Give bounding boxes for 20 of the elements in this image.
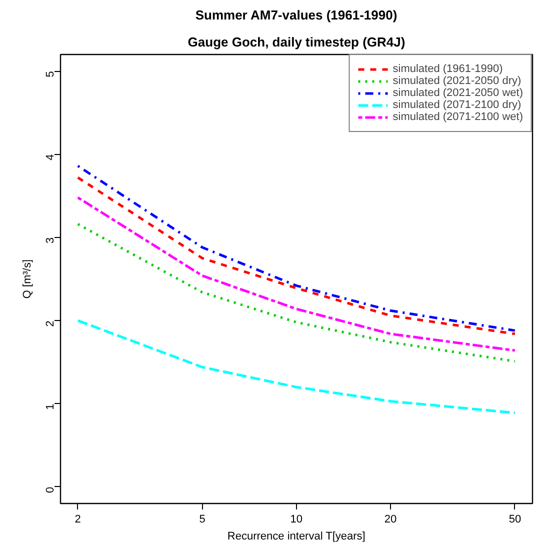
y-tick-label: 4: [44, 154, 56, 160]
chart-subtitle: Gauge Goch, daily timestep (GR4J): [188, 34, 406, 50]
legend-label: simulated (2021-2050 dry): [392, 75, 522, 87]
x-tick-label: 10: [290, 514, 303, 526]
x-tick-label: 5: [199, 514, 206, 526]
y-tick-label: 0: [44, 486, 56, 493]
x-tick-label: 2: [74, 514, 81, 526]
legend-label: simulated (2071-2100 dry): [392, 99, 522, 111]
y-tick-label: 5: [44, 71, 56, 78]
y-tick-label: 3: [44, 237, 56, 244]
y-axis-title: Q [m³/s]: [22, 259, 34, 299]
x-axis-title: Recurrence interval T[years]: [227, 530, 366, 542]
y-tick-label: 1: [44, 404, 56, 410]
chart-title: Summer AM7-values (1961-1990): [195, 8, 398, 22]
y-tick-label: 2: [44, 320, 56, 327]
x-tick-label: 50: [508, 514, 522, 526]
legend-label: simulated (2071-2100 wet): [392, 111, 523, 123]
legend-label: simulated (2021-2050 wet): [392, 87, 523, 99]
x-tick-label: 20: [384, 514, 397, 526]
legend-label: simulated (1961-1990): [392, 63, 503, 75]
